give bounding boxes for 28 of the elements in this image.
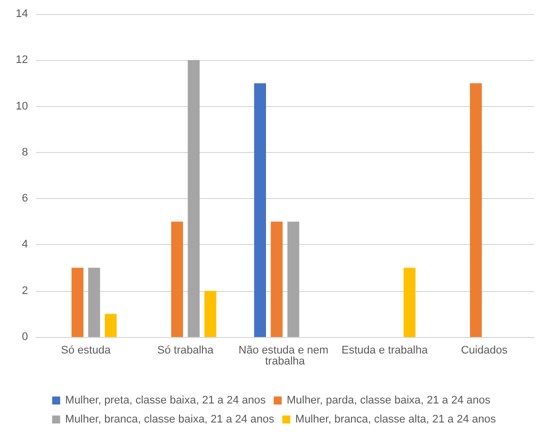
bar — [470, 83, 482, 337]
x-tick-label: Só estuda — [61, 344, 112, 356]
y-tick-label: 2 — [22, 284, 28, 297]
x-tick-label: Só trabalha — [157, 344, 214, 356]
legend-label: Mulher, branca, classe alta, 21 a 24 anos — [295, 414, 496, 426]
bar — [171, 222, 184, 337]
y-tick-label: 8 — [22, 146, 28, 158]
y-tick-label: 14 — [16, 8, 28, 20]
y-tick-label: 12 — [16, 54, 28, 66]
legend-label: Mulher, preta, classe baixa, 21 a 24 anos — [65, 394, 266, 406]
x-tick-label: Estuda e trabalha — [341, 344, 429, 356]
bar — [72, 268, 84, 337]
x-tick-label: Cuidados — [460, 344, 508, 356]
x-tick-label: Não estuda e nem trabalha — [238, 344, 332, 368]
bar — [287, 222, 300, 337]
legend-label: Mulher, branca, classe baixa, 21 a 24 anos — [65, 414, 275, 426]
bar — [88, 268, 100, 337]
bar — [254, 83, 266, 337]
bar — [404, 268, 416, 337]
bar — [270, 222, 283, 337]
y-tick-label: 4 — [22, 238, 28, 251]
y-tick-label: 10 — [16, 100, 28, 112]
y-tick-label: 6 — [22, 192, 28, 205]
legend-label: Mulher, parda, classe baixa, 21 a 24 anos — [286, 394, 491, 406]
bar — [104, 314, 117, 337]
bar — [188, 60, 200, 337]
y-tick-label: 0 — [22, 331, 28, 343]
bar — [204, 290, 216, 337]
